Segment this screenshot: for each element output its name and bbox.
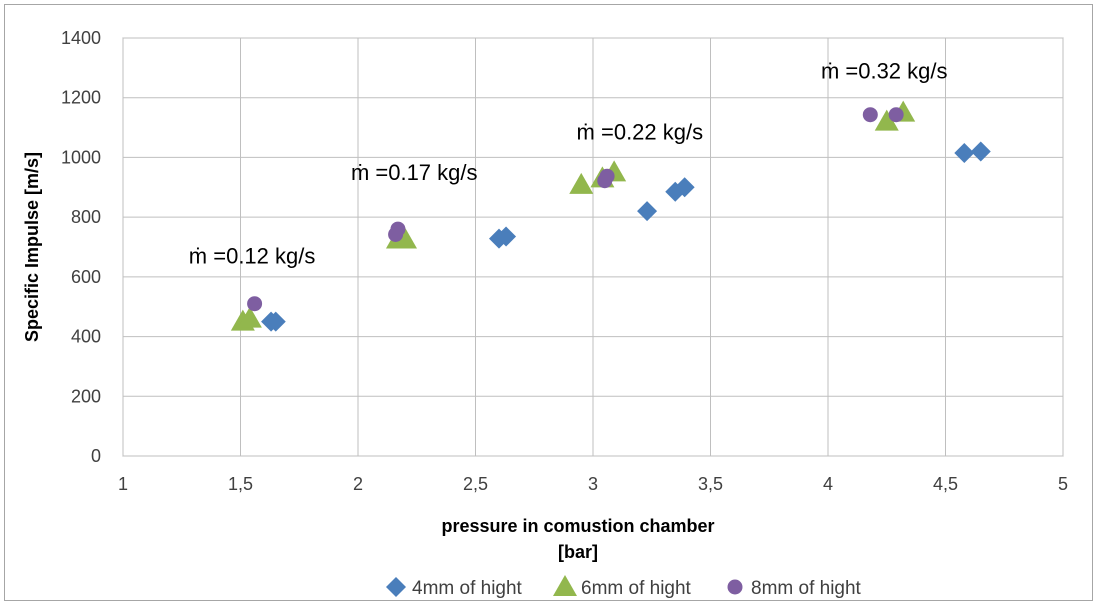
x-axis-title-line-2: [bar]: [558, 542, 598, 562]
x-tick-label: 1: [118, 474, 128, 494]
x-tick-label: 1,5: [228, 474, 253, 494]
legend-marker-circle: [727, 579, 743, 595]
y-axis-title: Specific Impulse [m/s]: [22, 152, 42, 342]
data-point-triangle: [569, 172, 594, 194]
legend-label: 6mm of hight: [581, 578, 692, 599]
x-tick-label: 4: [823, 474, 833, 494]
data-point-diamond: [496, 226, 517, 247]
y-tick-label: 200: [71, 386, 101, 406]
legend-item: 6mm of hight: [553, 575, 692, 599]
x-tick-label: 2: [353, 474, 363, 494]
data-point-triangle: [393, 227, 417, 249]
mass-flow-annotation: ṁ =0.22 kg/s: [577, 120, 704, 145]
y-tick-label: 0: [91, 446, 101, 466]
legend-marker-triangle: [553, 575, 577, 596]
data-point-diamond: [265, 311, 286, 332]
y-tick-label: 1000: [61, 147, 101, 167]
data-point-triangle: [874, 109, 899, 131]
data-point-circle: [599, 168, 615, 184]
y-tick-label: 400: [71, 327, 101, 347]
data-point-circle: [390, 221, 406, 237]
data-point-diamond: [637, 201, 658, 222]
annotations: ṁ =0.12 kg/s ṁ =0.17 kg/s ṁ =0.22 kg/s ṁ =0…: [189, 58, 948, 268]
legend-marker-diamond: [386, 577, 406, 597]
data-point-circle: [862, 107, 878, 123]
data-point-diamond: [954, 142, 975, 163]
legend-label: 4mm of hight: [412, 578, 523, 599]
y-tick-label: 1200: [61, 88, 101, 108]
y-tick-label: 800: [71, 207, 101, 227]
data-point-diamond: [674, 177, 695, 198]
x-tick-label: 4,5: [933, 474, 958, 494]
x-axis-ticks: 1 1,5 2 2,5 3 3,5 4 4,5 5: [118, 474, 1068, 494]
x-tick-label: 3,5: [698, 474, 723, 494]
legend: 4mm of hight 6mm of hight 8mm of hight: [386, 575, 862, 599]
data-points: [230, 100, 991, 332]
y-tick-label: 600: [71, 267, 101, 287]
series-1: [261, 141, 991, 332]
chart-frame: [4, 4, 1093, 601]
y-axis-ticks: 0 200 400 600 800 1000 1200 1400: [61, 28, 101, 466]
data-point-triangle: [237, 306, 262, 328]
legend-label: 8mm of hight: [751, 578, 862, 599]
x-tick-label: 3: [588, 474, 598, 494]
gridlines: [122, 37, 1064, 457]
mass-flow-annotation: ṁ =0.32 kg/s: [821, 58, 948, 83]
series-2: [230, 100, 916, 331]
x-tick-label: 5: [1058, 474, 1068, 494]
data-point-diamond: [970, 141, 991, 162]
series-3: [247, 107, 904, 312]
mass-flow-annotation: ṁ =0.12 kg/s: [189, 243, 316, 268]
legend-item: 8mm of hight: [727, 578, 862, 599]
legend-item: 4mm of hight: [386, 577, 523, 599]
y-tick-label: 1400: [61, 28, 101, 48]
mass-flow-annotation: ṁ =0.17 kg/s: [351, 160, 478, 185]
x-tick-label: 2,5: [463, 474, 488, 494]
data-point-circle: [888, 107, 904, 123]
x-axis-title-line-1: pressure in comustion chamber: [441, 516, 714, 536]
data-point-circle: [247, 296, 263, 312]
